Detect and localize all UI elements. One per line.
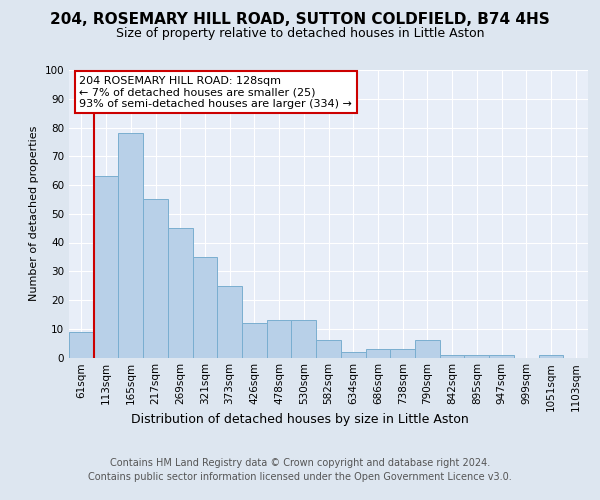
Text: 204 ROSEMARY HILL ROAD: 128sqm
← 7% of detached houses are smaller (25)
93% of s: 204 ROSEMARY HILL ROAD: 128sqm ← 7% of d…: [79, 76, 352, 109]
Bar: [415, 340, 440, 357]
Bar: [143, 200, 168, 358]
Bar: [193, 257, 217, 358]
Bar: [242, 323, 267, 358]
Bar: [539, 354, 563, 358]
Bar: [168, 228, 193, 358]
Bar: [292, 320, 316, 358]
Bar: [341, 352, 365, 358]
Bar: [69, 332, 94, 357]
Bar: [316, 340, 341, 357]
Bar: [94, 176, 118, 358]
Bar: [217, 286, 242, 358]
Bar: [390, 349, 415, 358]
Bar: [365, 349, 390, 358]
Bar: [440, 354, 464, 358]
Text: Distribution of detached houses by size in Little Aston: Distribution of detached houses by size …: [131, 412, 469, 426]
Y-axis label: Number of detached properties: Number of detached properties: [29, 126, 39, 302]
Bar: [489, 354, 514, 358]
Text: Contains public sector information licensed under the Open Government Licence v3: Contains public sector information licen…: [88, 472, 512, 482]
Bar: [464, 354, 489, 358]
Text: Contains HM Land Registry data © Crown copyright and database right 2024.: Contains HM Land Registry data © Crown c…: [110, 458, 490, 468]
Text: Size of property relative to detached houses in Little Aston: Size of property relative to detached ho…: [116, 28, 484, 40]
Bar: [118, 133, 143, 358]
Text: 204, ROSEMARY HILL ROAD, SUTTON COLDFIELD, B74 4HS: 204, ROSEMARY HILL ROAD, SUTTON COLDFIEL…: [50, 12, 550, 28]
Bar: [267, 320, 292, 358]
